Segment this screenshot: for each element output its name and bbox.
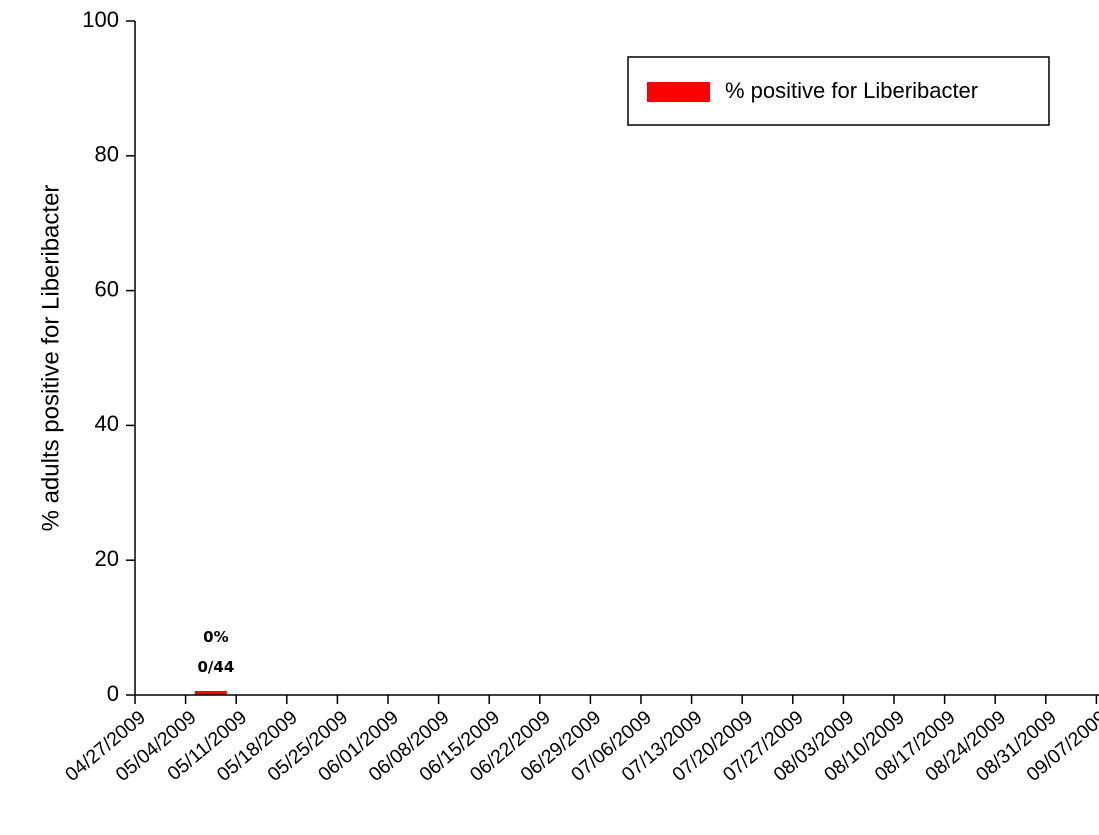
y-tick-label: 80: [95, 142, 119, 167]
x-axis-ticks: 04/27/200905/04/200905/11/200905/18/2009…: [61, 695, 1099, 786]
y-tick-label: 20: [95, 546, 119, 571]
bar-labels: 0% 0/44: [198, 628, 235, 676]
bars: [194, 691, 227, 695]
bar-label-count: 0/44: [198, 658, 235, 676]
legend: % positive for Liberibacter: [627, 56, 1050, 126]
legend-entry-label: % positive for Liberibacter: [725, 78, 978, 103]
y-tick-label: 60: [95, 276, 119, 301]
y-tick-label: 100: [82, 7, 119, 32]
y-tick-label: 40: [95, 411, 119, 436]
bar-label-percent: 0%: [203, 628, 228, 646]
bar: [194, 691, 227, 695]
y-axis-ticks: 0 20 40 60 80 100: [82, 7, 135, 706]
y-tick-label: 0: [107, 681, 119, 706]
y-axis-label: % adults positive for Liberibacter: [37, 185, 64, 532]
legend-swatch: [647, 82, 710, 102]
